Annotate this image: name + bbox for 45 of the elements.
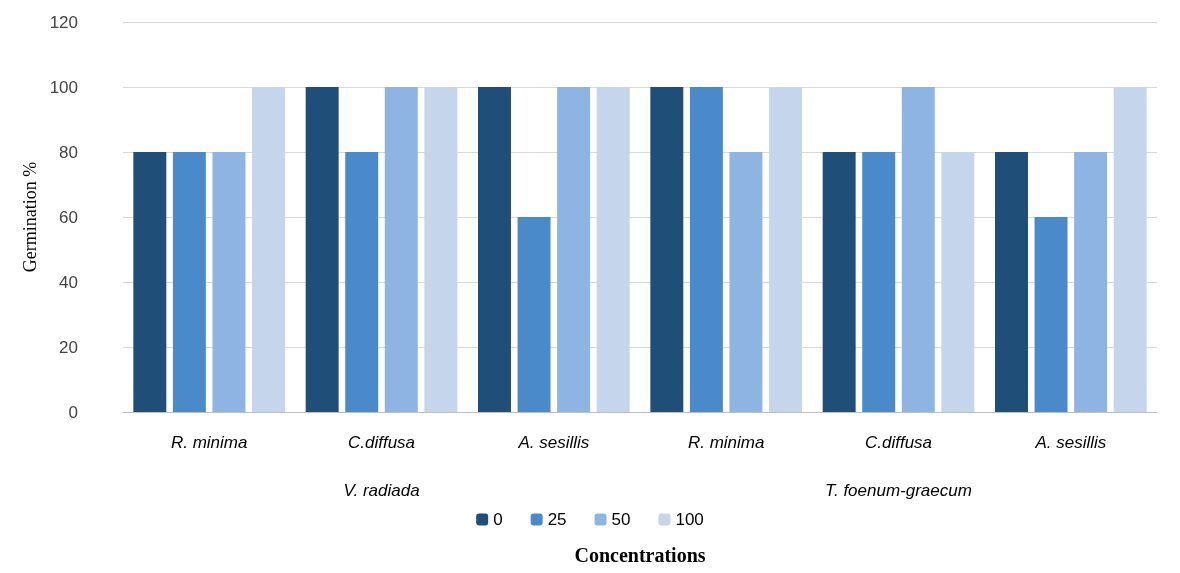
bar xyxy=(596,87,630,412)
text: V. radiada xyxy=(343,480,420,500)
bar xyxy=(941,152,975,412)
bar xyxy=(133,152,167,412)
x-tick-label: C.diffusa xyxy=(347,433,416,452)
legend-label: 0 xyxy=(493,510,503,529)
x-tick-label: R. minima xyxy=(687,433,765,452)
y-tick-label: 40 xyxy=(59,272,78,292)
bar xyxy=(1034,217,1068,412)
legend-label: 50 xyxy=(611,510,631,529)
y-tick-label: 120 xyxy=(49,12,78,32)
y-tick-label: 80 xyxy=(59,142,78,162)
y-axis-title: Germination % xyxy=(19,161,40,273)
y-tick-label: 20 xyxy=(59,337,78,357)
bar xyxy=(172,152,206,412)
x-axis-title: Concentrations xyxy=(574,544,706,566)
bar xyxy=(901,87,935,412)
bar xyxy=(995,152,1028,412)
legend-label: 100 xyxy=(675,510,704,529)
bar xyxy=(305,87,339,412)
bar xyxy=(384,87,418,412)
bar xyxy=(252,87,285,412)
y-tick-label: 0 xyxy=(68,402,78,422)
bar xyxy=(557,87,591,412)
bar xyxy=(478,87,511,412)
bar xyxy=(862,152,896,412)
bar xyxy=(424,87,458,412)
text: T. foenum-graecum xyxy=(825,480,972,500)
bar xyxy=(1074,152,1108,412)
bar xyxy=(769,87,802,412)
bar xyxy=(689,87,723,412)
x-tick-label: R. minima xyxy=(170,433,248,452)
bar xyxy=(650,87,684,412)
x-tick-label: C.diffusa xyxy=(864,433,933,452)
bar xyxy=(822,152,856,412)
bar xyxy=(517,217,551,412)
y-tick-label: 60 xyxy=(59,207,78,227)
x-tick-label: A. sesillis xyxy=(517,433,590,452)
x-tick-label: A. sesillis xyxy=(1034,433,1107,452)
y-tick-label: 100 xyxy=(49,77,78,97)
bar xyxy=(345,152,379,412)
bar xyxy=(729,152,763,412)
legend-label: 25 xyxy=(547,510,567,529)
bar xyxy=(212,152,246,412)
bar xyxy=(1113,87,1147,412)
